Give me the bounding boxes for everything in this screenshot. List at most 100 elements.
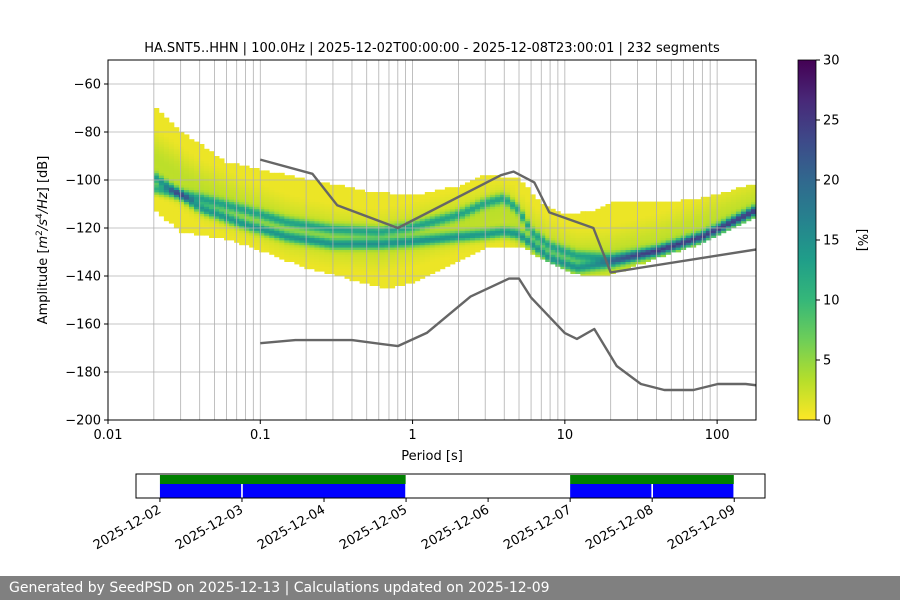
heatmap-cell [459,230,466,234]
heatmap-cell [399,264,406,267]
heatmap-cell [485,232,491,236]
heatmap-cell [168,213,175,217]
heatmap-cell [505,201,511,205]
heatmap-cell [324,240,330,243]
heatmap-cell [595,235,601,238]
heatmap-cell [585,244,591,248]
heatmap-cell [158,211,165,214]
heatmap-cell [299,189,305,193]
heatmap-cell [188,168,195,171]
heatmap-cell [520,208,526,212]
heatmap-cell [595,254,601,258]
heatmap-cell [319,244,325,248]
heatmap-cell [585,261,591,265]
heatmap-cell [274,180,280,183]
heatmap-cell [239,189,245,193]
heatmap-cell [449,192,456,195]
heatmap-cell [299,220,305,224]
heatmap-cell [720,228,727,231]
heatmap-cell [635,244,641,248]
heatmap-cell [510,199,516,202]
heatmap-cell [153,189,160,193]
heatmap-cell [595,244,601,248]
heatmap-cell [379,218,386,222]
heatmap-cell [183,165,190,169]
heatmap-cell [299,223,305,226]
heatmap-cell [244,220,250,224]
heatmap-cell [695,201,702,205]
heatmap-cell [324,182,330,186]
heatmap-cell [264,213,270,217]
heatmap-cell [304,230,310,234]
heatmap-cell [545,218,551,222]
heatmap-cell [339,256,345,260]
heatmap-cell [199,216,205,219]
heatmap-cell [640,252,647,255]
heatmap-cell [153,194,160,198]
heatmap-cell [183,163,190,166]
heatmap-cell [244,168,250,171]
heatmap-cell [565,261,571,265]
heatmap-cell [254,228,260,231]
heatmap-cell [424,192,431,195]
heatmap-cell [439,208,446,212]
heatmap-cell [565,242,571,246]
heatmap-cell [665,242,672,246]
heatmap-cell [625,225,631,229]
heatmap-cell [645,235,652,238]
heatmap-cell [685,240,692,243]
y-axis-label: Amplitude [m2/s4/Hz] [dB] [35,156,51,325]
heatmap-cell [615,256,621,260]
heatmap-cell [675,232,682,236]
heatmap-cell [720,206,727,210]
heatmap-cell [379,223,386,226]
heatmap-cell [279,184,285,188]
heatmap-cell [163,122,170,126]
heatmap-cell [249,196,255,200]
heatmap-cell [625,240,631,243]
heatmap-cell [510,189,516,193]
heatmap-cell [580,228,586,231]
heatmap-cell [324,213,330,217]
heatmap-cell [183,187,190,190]
heatmap-cell [249,216,255,219]
heatmap-cell [214,218,220,222]
heatmap-cell [334,201,340,205]
heatmap-cell [535,223,541,226]
heatmap-cell [269,230,275,234]
heatmap-cell [279,206,285,210]
heatmap-cell [605,220,611,224]
heatmap-cell [500,216,506,219]
heatmap-cell [384,199,391,202]
heatmap-cell [284,225,290,229]
heatmap-cell [339,235,345,238]
heatmap-cell [153,206,160,210]
heatmap-cell [495,235,501,238]
heatmap-cell [244,232,250,236]
heatmap-cell [750,213,757,217]
heatmap-cell [309,252,315,255]
y-axis-label-exp2: 2 [35,230,45,236]
heatmap-cell [264,177,270,181]
heatmap-cell [645,206,652,210]
heatmap-cell [374,271,381,274]
heatmap-cell [540,240,546,243]
heatmap-cell [434,259,441,262]
heatmap-cell [239,242,245,246]
heatmap-cell [158,136,165,140]
heatmap-cell [284,184,290,188]
heatmap-cell [615,261,621,265]
heatmap-cell [510,230,516,234]
heatmap-cell [173,144,180,147]
heatmap-cell [188,220,195,224]
heatmap-cell [178,163,185,166]
heatmap-cell [530,228,536,231]
heatmap-cell [480,220,486,224]
heatmap-cell [675,247,682,250]
heatmap-cell [469,235,476,238]
heatmap-cell [289,187,295,190]
heatmap-cell [334,220,340,224]
heatmap-cell [635,223,641,226]
heatmap-cell [369,225,376,229]
